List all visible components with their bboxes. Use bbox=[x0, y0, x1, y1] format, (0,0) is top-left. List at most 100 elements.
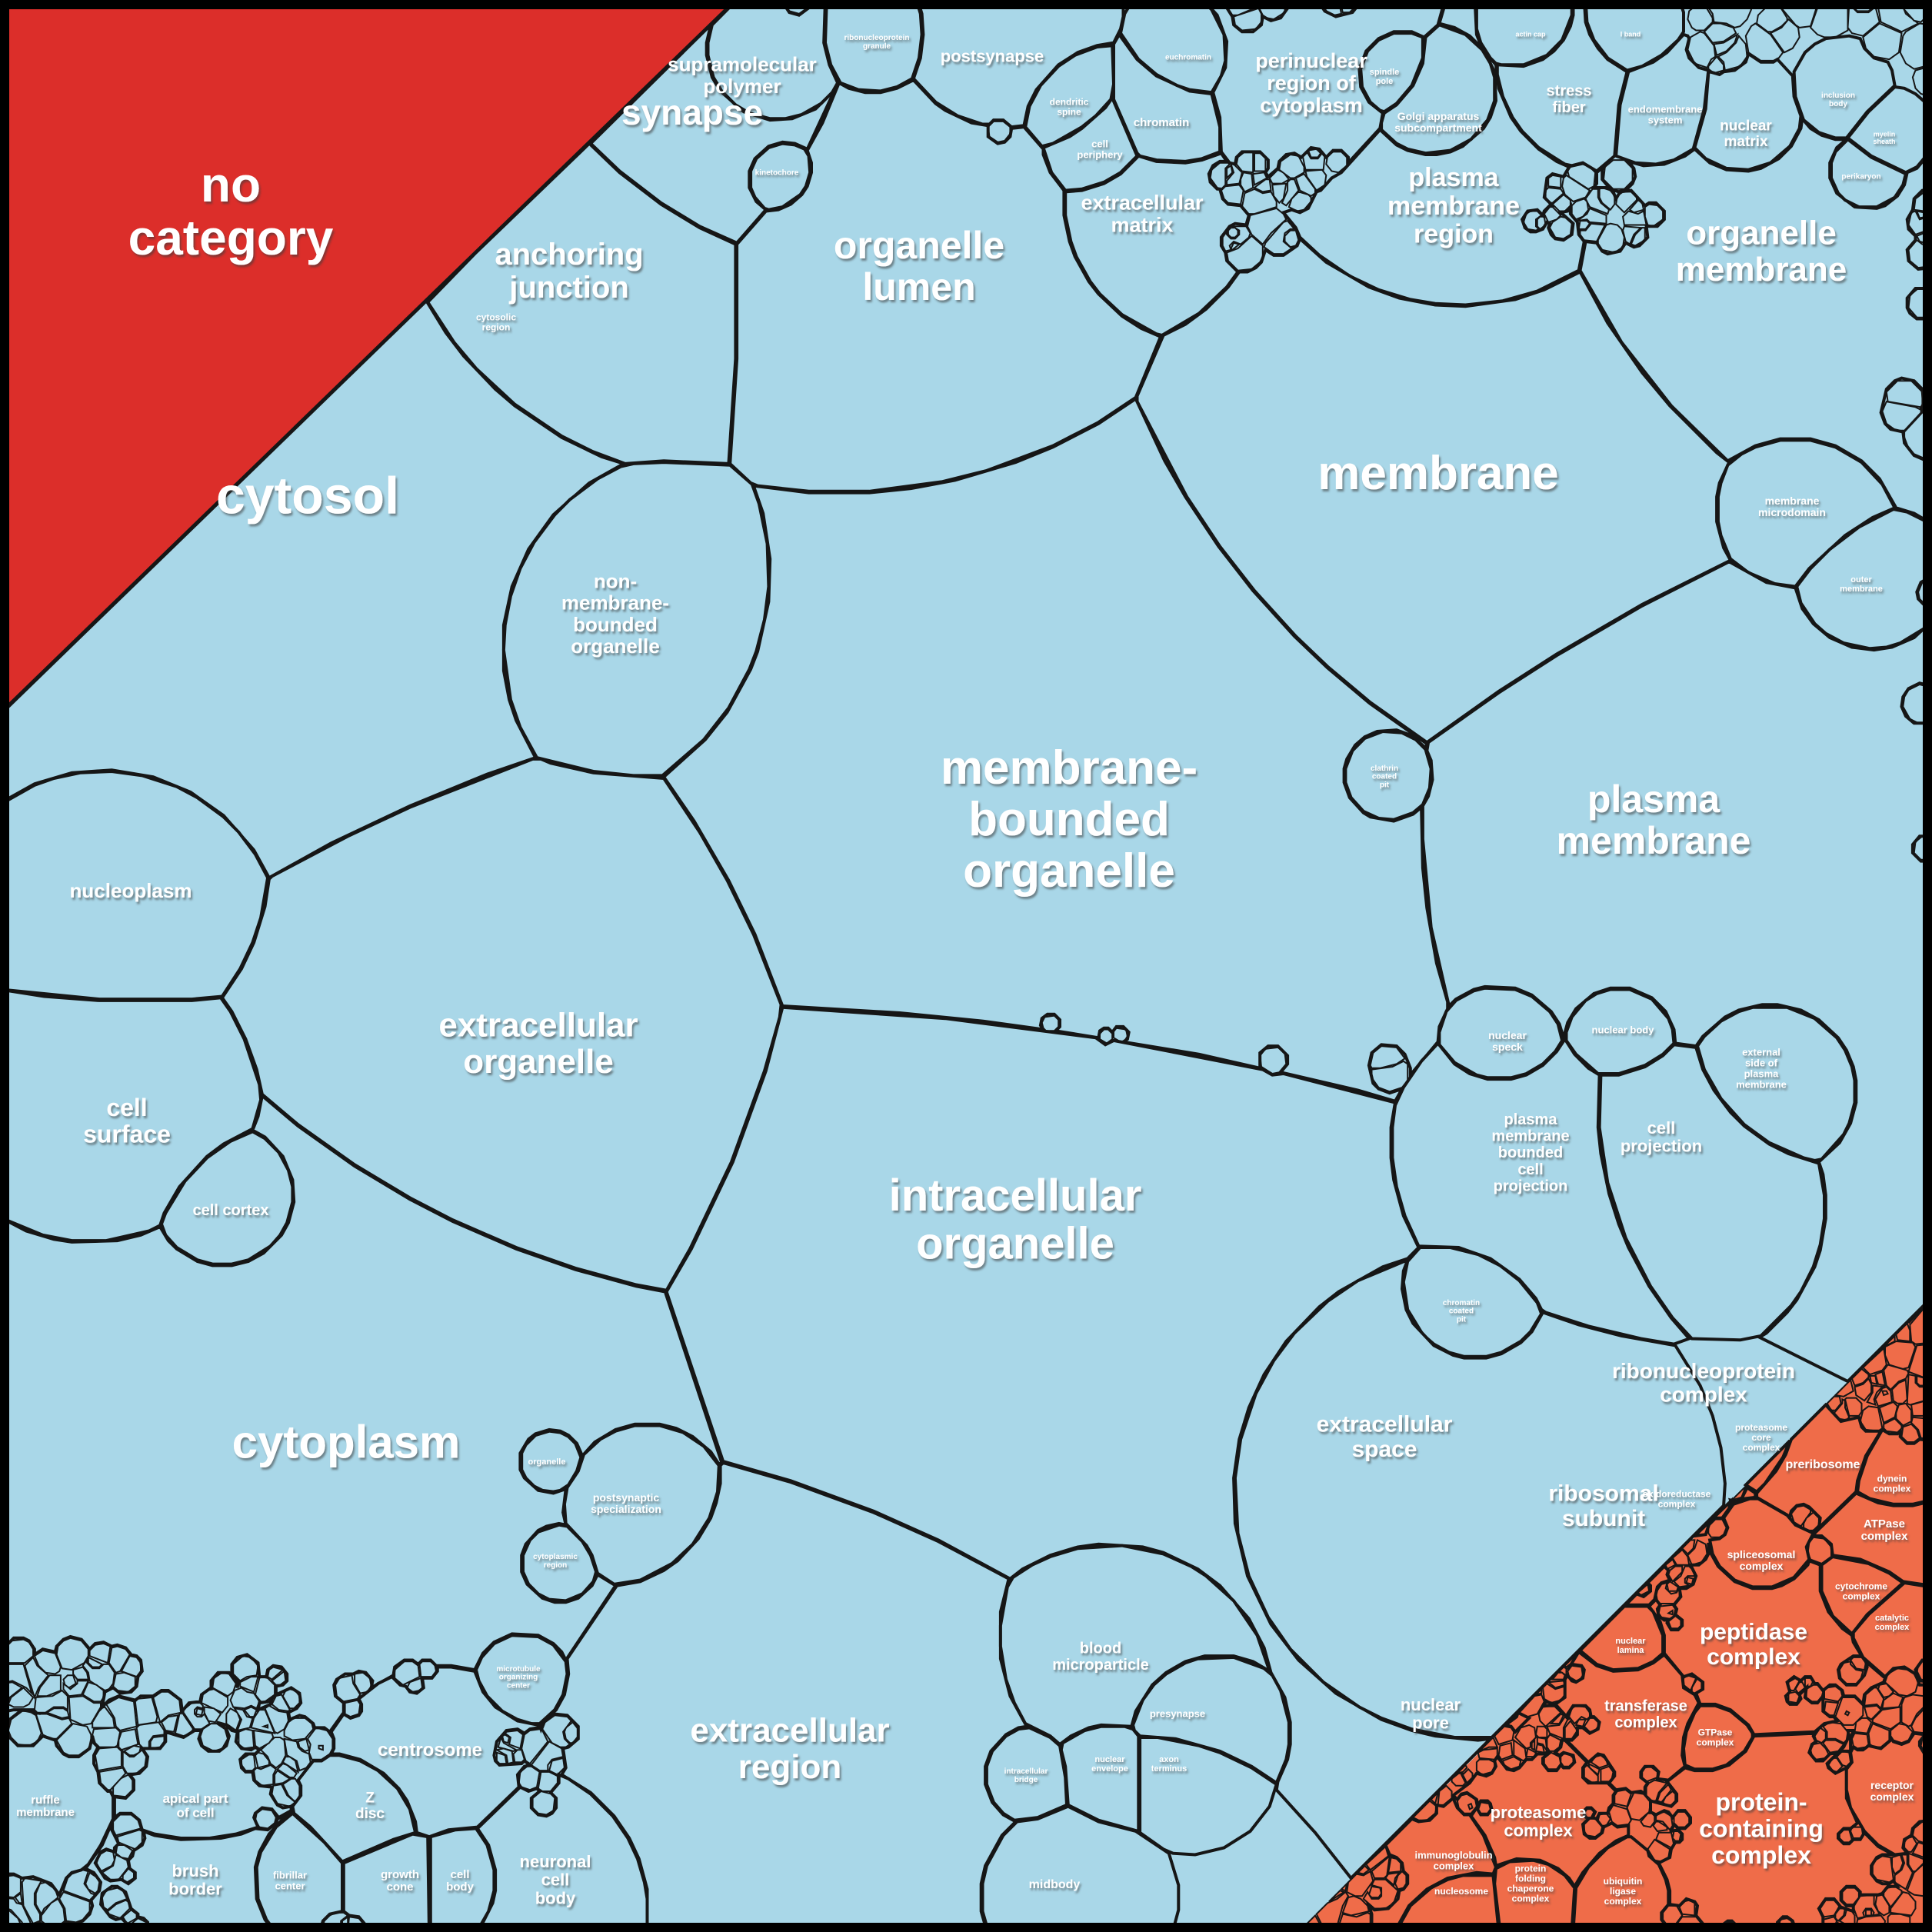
svg-text:supramolecular: supramolecular bbox=[668, 53, 817, 76]
svg-text:bounded: bounded bbox=[1498, 1144, 1563, 1161]
svg-text:microparticle: microparticle bbox=[1052, 1657, 1149, 1674]
svg-text:apical part: apical part bbox=[162, 1791, 228, 1806]
svg-text:euchromatin: euchromatin bbox=[1165, 54, 1211, 62]
svg-text:cytochrome: cytochrome bbox=[1835, 1581, 1887, 1592]
svg-text:body: body bbox=[446, 1880, 474, 1894]
svg-text:kinetochore: kinetochore bbox=[755, 169, 799, 178]
svg-text:pit: pit bbox=[1457, 1315, 1467, 1324]
svg-text:subcompartment: subcompartment bbox=[1394, 122, 1482, 134]
svg-text:transferase: transferase bbox=[1604, 1697, 1687, 1714]
svg-text:disc: disc bbox=[355, 1806, 385, 1822]
svg-text:extracellular: extracellular bbox=[438, 1007, 638, 1044]
svg-text:envelope: envelope bbox=[1091, 1764, 1128, 1774]
svg-text:cytoplasmic: cytoplasmic bbox=[533, 1553, 578, 1561]
svg-text:intracellular: intracellular bbox=[889, 1171, 1142, 1221]
svg-text:outer: outer bbox=[1850, 575, 1872, 585]
svg-text:granule: granule bbox=[863, 42, 891, 51]
svg-text:perikaryon: perikaryon bbox=[1841, 173, 1880, 182]
svg-text:dendritic: dendritic bbox=[1050, 97, 1089, 108]
svg-text:axon: axon bbox=[1159, 1755, 1179, 1764]
svg-text:complex: complex bbox=[1875, 1623, 1910, 1632]
svg-text:nuclear: nuclear bbox=[1094, 1755, 1125, 1764]
svg-text:membrane: membrane bbox=[1557, 819, 1751, 862]
svg-text:pit: pit bbox=[1380, 781, 1390, 789]
svg-text:fibrillar: fibrillar bbox=[273, 1869, 307, 1880]
svg-text:membrane-: membrane- bbox=[561, 591, 669, 615]
svg-text:protein-: protein- bbox=[1715, 1788, 1807, 1816]
svg-text:ligase: ligase bbox=[1610, 1886, 1636, 1897]
svg-text:nuclear: nuclear bbox=[1615, 1637, 1646, 1646]
svg-text:membrane: membrane bbox=[1736, 1078, 1787, 1090]
svg-text:membrane: membrane bbox=[1387, 192, 1520, 221]
svg-text:extracellular: extracellular bbox=[690, 1712, 889, 1750]
svg-text:lumen: lumen bbox=[862, 265, 975, 308]
svg-text:cytosol: cytosol bbox=[216, 467, 399, 525]
svg-text:specialization: specialization bbox=[591, 1503, 661, 1515]
svg-text:cytoplasm: cytoplasm bbox=[1260, 94, 1363, 117]
svg-text:complex: complex bbox=[1658, 1499, 1696, 1510]
svg-text:cytosolic: cytosolic bbox=[476, 312, 516, 323]
svg-text:cell cortex: cell cortex bbox=[193, 1202, 269, 1219]
svg-text:organelle: organelle bbox=[528, 1457, 566, 1467]
svg-text:Golgi apparatus: Golgi apparatus bbox=[1397, 110, 1480, 122]
svg-text:coated: coated bbox=[1449, 1307, 1474, 1316]
svg-text:membrane: membrane bbox=[1491, 1128, 1569, 1145]
svg-text:nuclear body: nuclear body bbox=[1592, 1024, 1655, 1035]
svg-text:terminus: terminus bbox=[1151, 1764, 1187, 1774]
svg-text:center: center bbox=[507, 1681, 530, 1690]
svg-text:side of: side of bbox=[1745, 1057, 1778, 1068]
svg-text:non-: non- bbox=[594, 570, 637, 593]
svg-text:fiber: fiber bbox=[1552, 99, 1586, 116]
svg-text:chromatin: chromatin bbox=[1134, 116, 1190, 129]
svg-text:endomembrane: endomembrane bbox=[1628, 103, 1703, 115]
svg-text:membrane: membrane bbox=[1317, 447, 1559, 500]
svg-text:region: region bbox=[738, 1748, 841, 1786]
svg-text:core: core bbox=[1751, 1432, 1771, 1443]
svg-text:blood: blood bbox=[1080, 1640, 1121, 1657]
svg-text:preribosome: preribosome bbox=[1786, 1458, 1860, 1471]
svg-text:spine: spine bbox=[1057, 107, 1081, 118]
svg-text:complex: complex bbox=[1512, 1894, 1550, 1904]
svg-text:extracellular: extracellular bbox=[1081, 191, 1204, 214]
svg-text:membrane: membrane bbox=[1676, 251, 1847, 288]
svg-text:complex: complex bbox=[1660, 1382, 1747, 1406]
svg-text:bounded: bounded bbox=[573, 613, 658, 636]
svg-text:nucleoplasm: nucleoplasm bbox=[70, 879, 192, 902]
svg-text:organelle: organelle bbox=[963, 844, 1175, 898]
svg-text:ruffle: ruffle bbox=[31, 1794, 60, 1807]
svg-text:ATPase: ATPase bbox=[1864, 1517, 1905, 1531]
svg-text:ubiquitin: ubiquitin bbox=[1604, 1876, 1643, 1887]
svg-text:region: region bbox=[482, 322, 511, 333]
svg-text:complex: complex bbox=[1604, 1896, 1642, 1907]
svg-text:actin cap: actin cap bbox=[1515, 30, 1546, 38]
svg-text:chromatin: chromatin bbox=[1443, 1299, 1480, 1307]
svg-text:cell: cell bbox=[1091, 138, 1108, 149]
svg-text:space: space bbox=[1351, 1437, 1417, 1462]
svg-text:no: no bbox=[201, 157, 261, 212]
svg-text:bounded: bounded bbox=[968, 793, 1170, 846]
svg-text:complex: complex bbox=[1614, 1714, 1677, 1731]
svg-text:I band: I band bbox=[1621, 30, 1641, 38]
svg-text:body: body bbox=[535, 1889, 576, 1908]
svg-text:ribonucleoprotein: ribonucleoprotein bbox=[1612, 1359, 1795, 1383]
svg-text:category: category bbox=[128, 210, 334, 265]
svg-text:growth: growth bbox=[381, 1868, 419, 1881]
svg-text:polymer: polymer bbox=[703, 75, 781, 98]
svg-text:extracellular: extracellular bbox=[1317, 1412, 1453, 1437]
svg-text:organelle: organelle bbox=[916, 1218, 1114, 1268]
svg-text:nuclear: nuclear bbox=[1488, 1029, 1527, 1041]
svg-text:nuclear: nuclear bbox=[1401, 1695, 1461, 1714]
svg-text:microdomain: microdomain bbox=[1758, 506, 1826, 518]
svg-text:cone: cone bbox=[386, 1880, 413, 1894]
svg-text:microtubule: microtubule bbox=[496, 1665, 541, 1674]
svg-text:lamina: lamina bbox=[1617, 1646, 1645, 1655]
svg-text:complex: complex bbox=[1434, 1860, 1475, 1871]
svg-text:peptidase: peptidase bbox=[1700, 1620, 1807, 1645]
svg-text:region: region bbox=[544, 1561, 568, 1570]
svg-text:organelle: organelle bbox=[1686, 215, 1837, 252]
svg-text:catalytic: catalytic bbox=[1875, 1614, 1909, 1623]
svg-text:body: body bbox=[1829, 100, 1847, 108]
svg-text:speck: speck bbox=[1492, 1041, 1523, 1053]
svg-text:organelle: organelle bbox=[571, 635, 660, 658]
svg-text:matrix: matrix bbox=[1724, 134, 1767, 150]
